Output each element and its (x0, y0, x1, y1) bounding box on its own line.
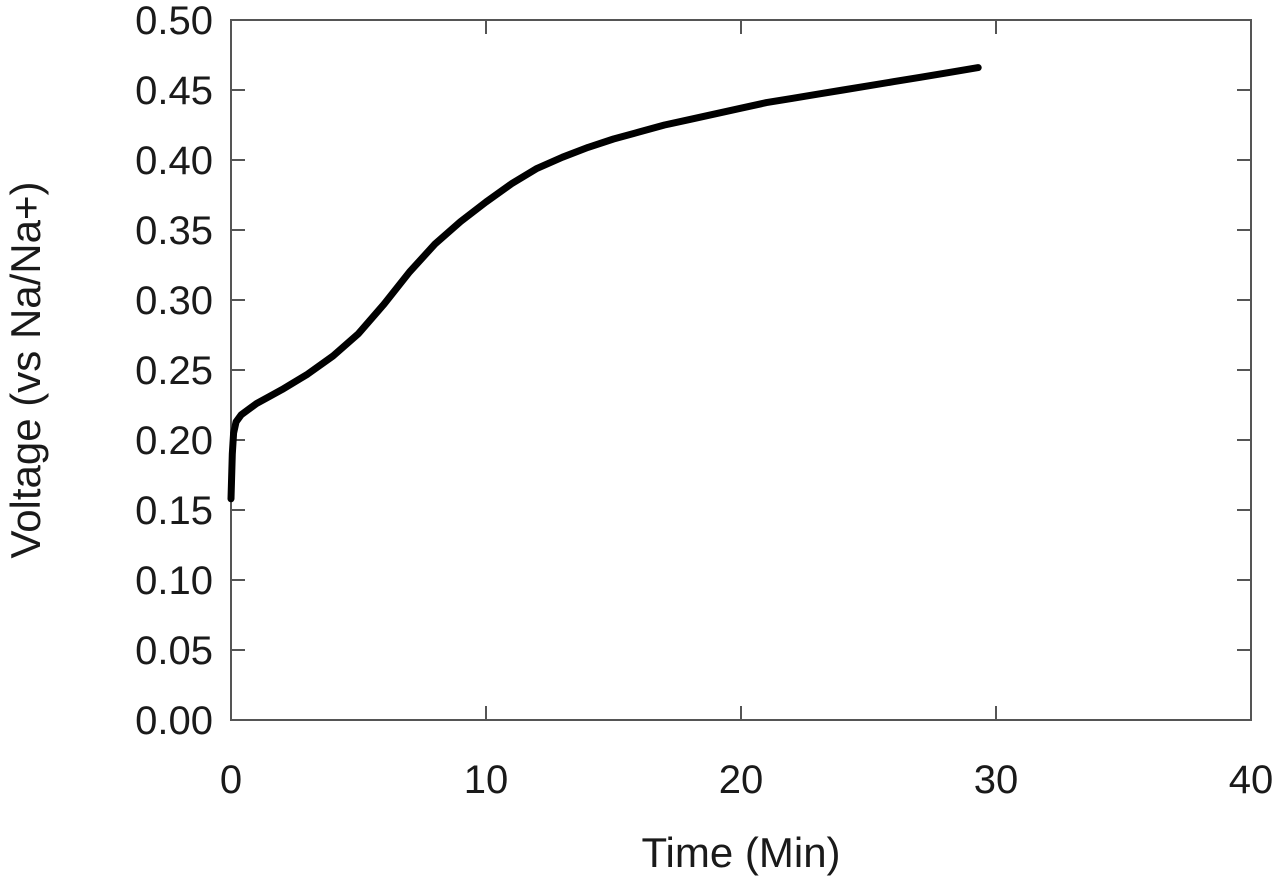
x-tick-label: 0 (220, 758, 242, 802)
y-tick-label: 0.45 (135, 69, 213, 113)
plot-frame (230, 19, 1252, 721)
y-tick-label: 0.50 (135, 0, 213, 43)
y-tick-label: 0.30 (135, 279, 213, 323)
y-tick-label: 0.15 (135, 489, 213, 533)
x-axis-title: Time (Min) (641, 829, 840, 876)
y-tick-label: 0.00 (135, 699, 213, 743)
y-tick-label: 0.20 (135, 419, 213, 463)
series-layer (227, 64, 982, 503)
y-tick-label: 0.40 (135, 139, 213, 183)
x-tick-label: 10 (464, 758, 509, 802)
x-tick-label: 20 (719, 758, 764, 802)
y-tick-label: 0.35 (135, 209, 213, 253)
y-axis-title: Voltage (vs Na/Na+) (2, 181, 49, 558)
y-axis-ticks: 0.00 0.05 0.10 0.15 0.20 0.25 0.30 0.35 0.40 0.45… (135, 0, 1251, 743)
x-axis-ticks: 0 10 20 30 40 (220, 20, 1273, 802)
series-line (227, 64, 982, 503)
x-tick-label: 30 (974, 758, 1019, 802)
y-tick-label: 0.10 (135, 559, 213, 603)
x-tick-label: 40 (1229, 758, 1274, 802)
y-tick-label: 0.25 (135, 349, 213, 393)
y-tick-label: 0.05 (135, 629, 213, 673)
